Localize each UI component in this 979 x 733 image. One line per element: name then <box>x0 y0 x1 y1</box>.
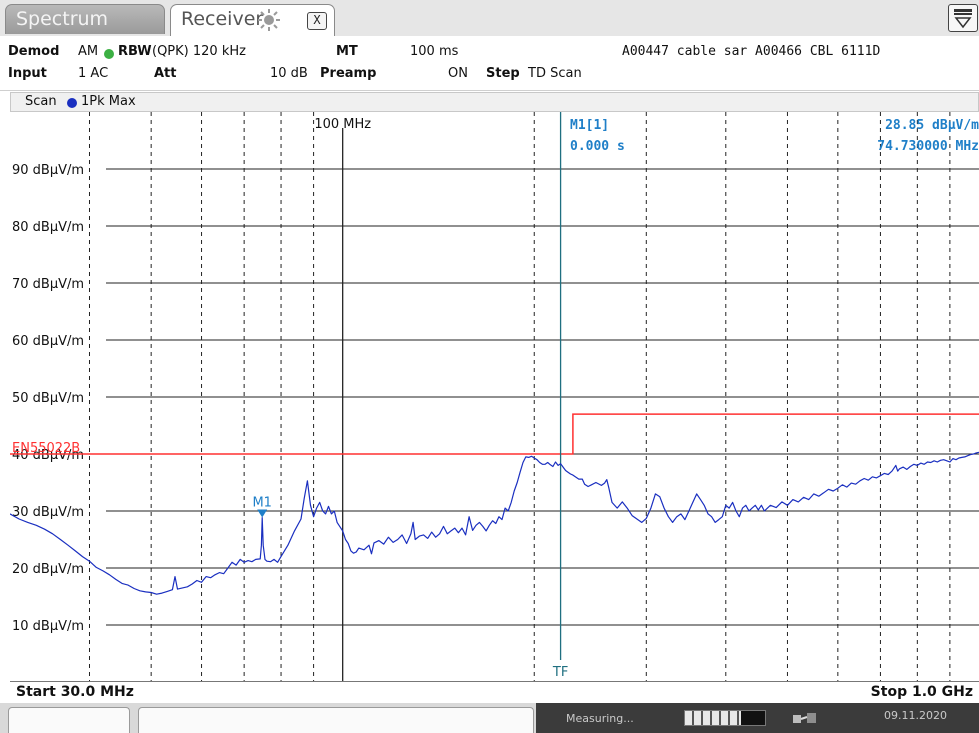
preamp-value: ON <box>448 66 468 81</box>
date-text: 09.11.2020 <box>884 709 947 722</box>
measuring-status: Measuring... <box>566 712 634 725</box>
rbw-label: RBW <box>118 44 152 59</box>
demod-value: AM <box>78 44 99 59</box>
limit-line-group: EN55022B TF <box>10 112 979 680</box>
transducer-label: TF <box>552 665 568 680</box>
bottom-bar: Measuring... 09.11.2020 <box>0 703 979 733</box>
tab-bar: Spectrum Receiver X <box>0 0 979 36</box>
progress-fill <box>685 711 741 725</box>
limit-line-label: EN55022B <box>12 441 80 456</box>
y-axis-labels: 90 dBµV/m 80 dBµV/m 70 dBµV/m 60 dBµV/m 50 d… <box>12 163 84 634</box>
marker-readout-freq: 74.730000 MHz <box>877 139 979 154</box>
y-tick-label: 20 dBµV/m <box>12 562 84 577</box>
network-icon <box>793 713 816 723</box>
trace-line <box>10 451 979 595</box>
tab-spectrum[interactable]: Spectrum <box>5 4 165 34</box>
softkey-field-center[interactable] <box>138 707 534 733</box>
spectrum-diagram[interactable]: 100 MHz 90 dBµV/m 80 dBµV/m 70 dBµV/m 60 dB… <box>10 112 979 682</box>
preamp-label: Preamp <box>320 66 377 81</box>
demod-label: Demod <box>8 44 60 59</box>
grid: 100 MHz <box>88 112 979 682</box>
marker-readout-level: 28.85 dBµV/m <box>885 118 979 133</box>
y-tick-label: 60 dBµV/m <box>12 334 84 349</box>
status-line: Start 30.0 MHz Stop 1.0 GHz <box>10 681 979 703</box>
trace-label: 1Pk Max <box>81 94 136 109</box>
marker-label: M1 <box>252 496 272 511</box>
rbw-value: (QPK) 120 kHz <box>152 44 246 59</box>
marker-readout-time: 0.000 s <box>570 139 625 154</box>
y-tick-label: 10 dBµV/m <box>12 619 84 634</box>
step-value: TD Scan <box>528 66 582 81</box>
tab-receiver[interactable]: Receiver X <box>170 4 335 36</box>
att-value: 10 dB <box>270 66 308 81</box>
sun-icon <box>258 9 280 31</box>
tab-spectrum-label: Spectrum <box>16 8 109 30</box>
y-tick-label: 70 dBµV/m <box>12 277 84 292</box>
tab-receiver-label: Receiver <box>181 8 264 30</box>
y-tick-label: 30 dBµV/m <box>12 505 84 520</box>
marker-group: M1 <box>252 496 272 518</box>
stop-frequency: Stop 1.0 GHz <box>870 684 973 700</box>
menu-icon[interactable] <box>948 4 978 32</box>
menu-glyph <box>954 9 972 29</box>
settings-info: Demod AM RBW (QPK) 120 kHz MT 100 ms A00… <box>0 36 979 91</box>
y-tick-label: 80 dBµV/m <box>12 220 84 235</box>
scan-label: Scan <box>25 94 57 109</box>
y-tick-label: 40 dBµV/m <box>12 448 84 463</box>
marker-readout-name: M1[1] <box>570 118 609 133</box>
x-decade-label: 100 MHz <box>314 117 371 132</box>
progress-bar <box>684 710 766 726</box>
close-icon[interactable]: X <box>307 12 327 30</box>
y-tick-label: 90 dBµV/m <box>12 163 84 178</box>
att-label: Att <box>154 66 177 81</box>
trace-bar: Scan 1Pk Max <box>10 92 979 112</box>
measurement-title: A00447 cable sar A00466 CBL 6111D <box>622 44 881 59</box>
input-value: 1 AC <box>78 66 109 81</box>
y-tick-label: 50 dBµV/m <box>12 391 84 406</box>
softkey-field-left[interactable] <box>8 707 130 733</box>
input-label: Input <box>8 66 47 81</box>
status-area: Measuring... 09.11.2020 <box>536 703 979 733</box>
step-label: Step <box>486 66 520 81</box>
mt-label: MT <box>336 44 358 59</box>
status-led-icon <box>104 49 114 59</box>
trace-dot-icon <box>67 98 77 108</box>
trace-group <box>10 451 979 595</box>
mt-value: 100 ms <box>410 44 459 59</box>
limit-line <box>10 413 979 455</box>
start-frequency: Start 30.0 MHz <box>16 684 134 700</box>
marker-triangle <box>257 509 268 518</box>
